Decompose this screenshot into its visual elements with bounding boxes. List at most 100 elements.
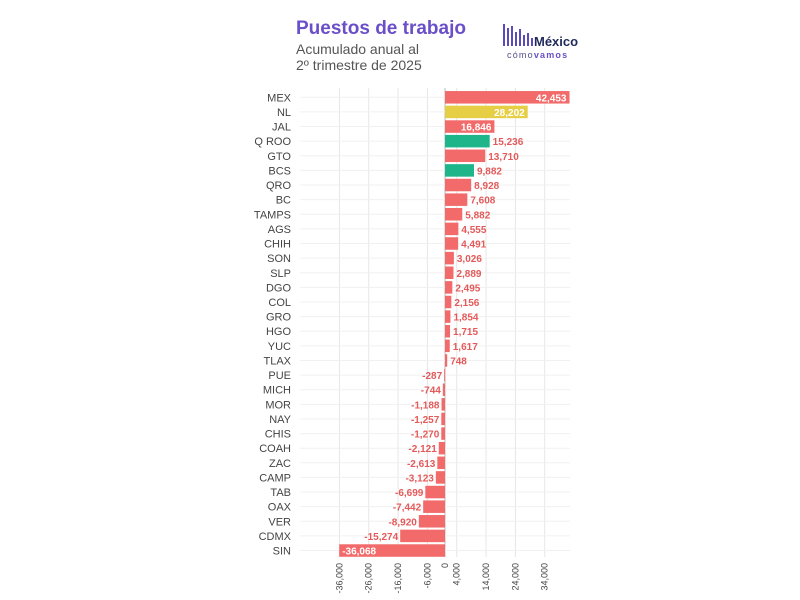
bar-17 xyxy=(445,339,450,353)
bar-12 xyxy=(445,266,454,279)
bar-26 xyxy=(435,471,445,484)
category-label-15: GRO xyxy=(266,312,292,324)
bar-2 xyxy=(445,120,495,133)
category-label-8: TAMPS xyxy=(254,209,291,221)
category-label-5: BCS xyxy=(268,165,291,177)
value-label-31: -36,068 xyxy=(342,547,376,558)
category-label-27: TAB xyxy=(270,487,291,499)
category-label-11: SON xyxy=(267,253,291,265)
bar-16 xyxy=(445,324,451,338)
bar-27 xyxy=(425,485,445,499)
value-label-9: 4,555 xyxy=(461,225,486,236)
x-tick-label-7: 24,000 xyxy=(510,563,520,591)
x-tick-label-2: -16,000 xyxy=(393,563,403,594)
category-label-16: HGO xyxy=(266,326,292,338)
value-label-23: -1,270 xyxy=(411,430,440,441)
bar-9 xyxy=(445,222,459,236)
bar-10 xyxy=(445,237,459,250)
value-label-6: 8,928 xyxy=(474,181,499,192)
category-label-19: PUE xyxy=(268,370,291,382)
category-label-0: MEX xyxy=(267,92,292,104)
subtitle-line-1: Acumulado anual al xyxy=(296,41,419,57)
category-label-21: MOR xyxy=(265,399,291,411)
value-label-28: -7,442 xyxy=(393,503,422,514)
bar-0 xyxy=(445,91,570,104)
logo-brand-sub: cómovamos xyxy=(507,50,568,60)
value-label-8: 5,882 xyxy=(465,210,490,221)
category-label-31: SIN xyxy=(273,546,291,558)
value-label-22: -1,257 xyxy=(411,415,440,426)
category-label-25: ZAC xyxy=(269,458,291,470)
logo-brand-main: México xyxy=(534,34,579,49)
value-label-19: -287 xyxy=(422,371,442,382)
value-label-2: 16,846 xyxy=(461,123,492,134)
mexico-como-vamos-logo: México cómovamos xyxy=(503,22,593,62)
value-label-29: -8,920 xyxy=(388,517,417,528)
x-tick-label-4: 0 xyxy=(440,563,450,568)
bar-22 xyxy=(441,412,445,426)
x-tick-label-0: -36,000 xyxy=(334,563,344,594)
logo-brand-sub-a: cómo xyxy=(507,50,534,60)
logo-bars-icon xyxy=(503,22,533,46)
x-tick-label-5: 4,000 xyxy=(452,563,462,586)
category-label-24: COAH xyxy=(259,443,291,455)
bar-28 xyxy=(423,500,445,513)
bar-3 xyxy=(445,134,490,148)
category-label-14: COL xyxy=(268,297,291,309)
value-label-12: 2,889 xyxy=(456,269,481,280)
category-label-28: OAX xyxy=(268,502,292,514)
chart-title: Puestos de trabajo xyxy=(296,18,466,39)
bar-29 xyxy=(418,515,445,528)
bar-15 xyxy=(445,310,451,323)
bar-5 xyxy=(445,164,474,177)
x-tick-label-6: 14,000 xyxy=(481,563,491,591)
value-label-16: 1,715 xyxy=(453,327,478,338)
category-label-17: YUC xyxy=(268,341,291,353)
value-label-25: -2,613 xyxy=(407,459,436,470)
value-label-24: -2,121 xyxy=(408,444,437,455)
category-label-13: DGO xyxy=(266,282,292,294)
category-label-9: AGS xyxy=(268,224,291,236)
bar-4 xyxy=(445,149,486,163)
bar-30 xyxy=(400,529,445,543)
category-label-10: CHIH xyxy=(264,239,291,251)
value-label-27: -6,699 xyxy=(395,488,424,499)
category-label-12: SLP xyxy=(270,268,291,280)
category-label-18: TLAX xyxy=(263,355,291,367)
bar-1 xyxy=(445,105,528,119)
bar-25 xyxy=(437,456,445,470)
value-label-21: -1,188 xyxy=(411,400,440,411)
value-label-5: 9,882 xyxy=(477,166,502,177)
logo-brand-sub-b: vamos xyxy=(533,50,569,60)
bar-13 xyxy=(445,281,453,294)
value-label-3: 15,236 xyxy=(493,137,524,148)
value-label-30: -15,274 xyxy=(364,532,398,543)
category-label-6: QRO xyxy=(266,180,292,192)
bar-21 xyxy=(441,398,445,411)
category-label-29: VER xyxy=(268,516,291,528)
value-label-4: 13,710 xyxy=(488,152,519,163)
category-label-7: BC xyxy=(276,195,291,207)
value-label-15: 1,854 xyxy=(453,313,478,324)
bar-6 xyxy=(445,178,472,192)
value-label-0: 42,453 xyxy=(536,93,567,104)
value-label-26: -3,123 xyxy=(405,473,434,484)
category-label-23: CHIS xyxy=(265,429,291,441)
value-label-14: 2,156 xyxy=(454,298,479,309)
bar-31 xyxy=(339,544,445,557)
value-label-7: 7,608 xyxy=(470,196,495,207)
bar-11 xyxy=(445,251,454,265)
category-label-2: JAL xyxy=(272,122,291,134)
bar-19 xyxy=(444,368,446,382)
value-label-1: 28,202 xyxy=(494,108,525,119)
chart-subtitle: Acumulado anual al 2º trimestre de 2025 xyxy=(296,41,486,73)
bar-14 xyxy=(445,295,452,309)
value-label-13: 2,495 xyxy=(455,283,480,294)
category-label-22: NAY xyxy=(269,414,291,426)
bar-20 xyxy=(442,383,445,396)
subtitle-line-2: 2º trimestre de 2025 xyxy=(296,57,422,73)
value-label-18: 748 xyxy=(450,356,467,367)
category-label-20: MICH xyxy=(263,385,291,397)
value-label-17: 1,617 xyxy=(453,342,478,353)
